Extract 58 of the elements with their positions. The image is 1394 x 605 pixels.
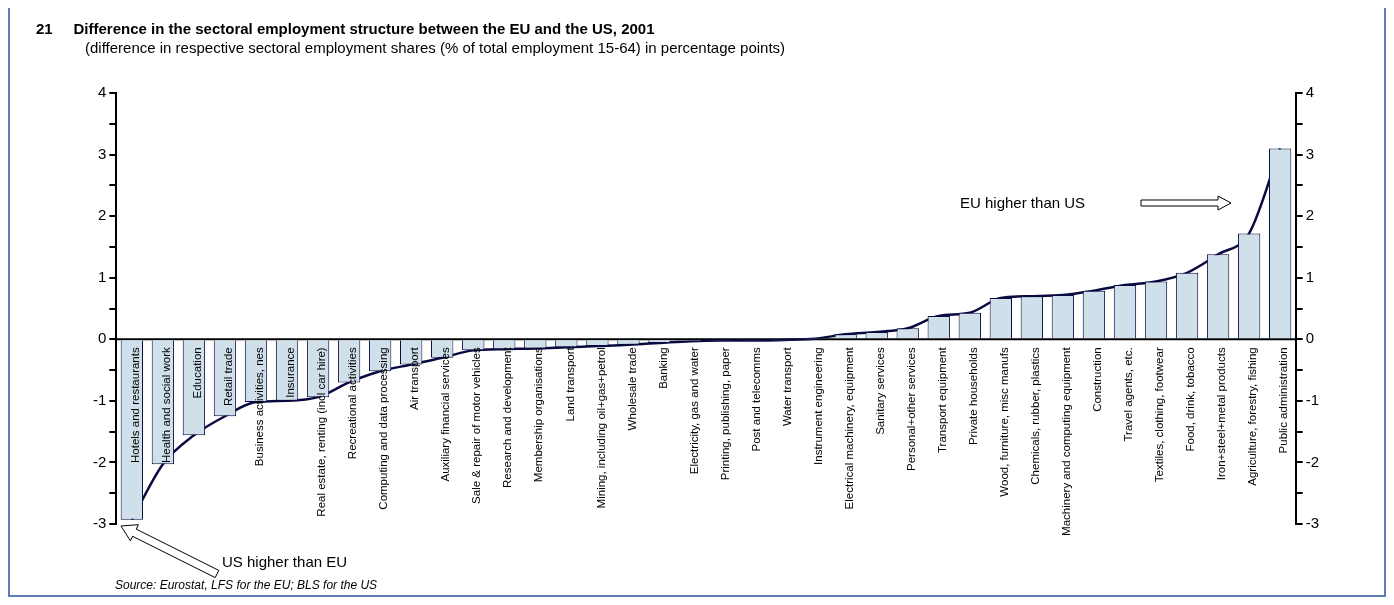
x-tick-label: Textiles, clothing, footwear [1153,347,1166,483]
source-note: Source: Eurostat, LFS for the EU; BLS for the US [115,578,378,592]
x-tick-label: Land transport [563,346,576,422]
y2-tick-label: 3 [1305,144,1315,162]
x-tick-label: Recreational activities [346,347,359,460]
chart-title: 21 Difference in the sectoral employment structure between the EU and the US, 2001 [35,19,656,37]
x-tick-label: Electricity, gas and water [687,347,700,475]
y-tick-label: 3 [97,144,107,162]
x-tick-label: Construction [1091,347,1104,412]
x-tick-label: Printing, publishing, paper [718,347,731,481]
x-tick-label: Computing and data processing [377,347,390,510]
x-tick-label: Sale & repair of motor vehicles [470,347,483,504]
x-tick-label: Wood, furniture, misc manufs [998,347,1010,497]
chart-subtitle: (difference in respective sectoral employment shares (% of total employment 15-64) in percentage points) [84,39,787,56]
x-tick-label: Auxiliary financial services [439,347,452,482]
y2-tick-label: 2 [1305,206,1315,224]
x-tick-label: Machinery and computing equipment [1060,346,1073,536]
y-tick-label: -3 [92,514,107,532]
x-tick-label: Education [191,347,204,399]
x-tick-label: Insurance [284,347,297,398]
text: US higher than EU [222,553,348,570]
x-tick-label: Mining, including oil+gas+petrol [594,347,607,509]
x-tick-label: Private households [966,347,979,446]
y-tick-label: 4 [97,83,107,101]
x-tick-label: Water transport [780,346,793,427]
annotation: EU higher than US [960,194,1086,211]
x-tick-label: Transport equipment [935,346,948,453]
y2-tick-label: -2 [1305,452,1320,470]
x-tick-label: Research and development [501,346,514,488]
y2-tick-label: 1 [1305,267,1315,285]
x-tick-label: Public administration [1277,347,1290,454]
y-tick-label: 2 [97,206,107,224]
y2-tick-label: -3 [1305,514,1320,532]
x-tick-label: Post and telecomms [749,347,762,452]
y-tick-label: -2 [92,452,107,470]
x-tick-label: Real estate, renting (incl car hire) [315,347,328,517]
x-tick-label: Instrument engineering [811,347,824,465]
x-tick-label: Retail trade [222,347,235,407]
y-tick-label: 0 [97,329,107,347]
x-tick-label: Agriculture, forestry, fishing [1246,347,1259,486]
x-tick-label: Travel agents, etc. [1122,347,1135,442]
x-tick-label: Membership organisations [532,347,545,483]
x-tick-label: Chemicals, rubber, plastics [1029,347,1042,485]
y-tick-label: -1 [92,391,107,408]
y2-tick-label: 0 [1305,329,1315,347]
y2-tick-label: 4 [1305,83,1315,101]
y-tick-label: 1 [97,267,107,285]
x-tick-label: Personal+other services [904,347,917,471]
y2-tick-label: -1 [1305,391,1320,408]
x-tick-label: Banking [656,347,669,389]
x-tick-label: Food, drink, tobacco [1184,347,1197,452]
x-tick-label: Health and social work [160,347,173,463]
x-tick-label: Sanitary services [873,347,886,435]
x-tick-label: Iron+steel+metal products [1215,347,1228,481]
x-tick-label: Hotels and restaurants [129,347,142,463]
x-tick-label: Wholesale trade [625,347,638,431]
x-tick-label: Electrical machinery, equipment [842,346,855,510]
x-tick-label: Air transport [408,346,421,410]
